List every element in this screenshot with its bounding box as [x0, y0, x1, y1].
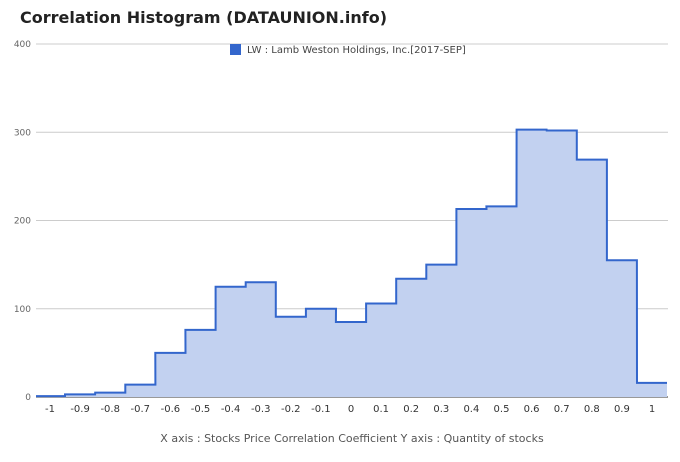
x-tick-label: 1 [649, 404, 655, 415]
x-tick-label: -0.5 [191, 404, 211, 415]
y-tick-label: 0 [25, 393, 31, 403]
x-tick-label: -0.2 [281, 404, 301, 415]
x-tick-label: 0.4 [463, 404, 479, 415]
x-tick-label: 0.9 [614, 404, 630, 415]
x-tick-label: -1 [45, 404, 55, 415]
x-tick-label: 0.6 [524, 404, 540, 415]
x-tick-label: -0.8 [100, 404, 120, 415]
y-tick-label: 200 [14, 217, 31, 227]
legend-swatch [230, 44, 241, 55]
x-tick-label: -0.3 [251, 404, 271, 415]
x-tick-label: -0.6 [161, 404, 181, 415]
x-tick-label: -0.9 [70, 404, 90, 415]
x-tick-label: 0.8 [584, 404, 600, 415]
y-axis-ticks: 0 100 200 300 400 [14, 40, 31, 403]
y-tick-label: 400 [14, 40, 31, 50]
x-tick-label: -0.7 [131, 404, 151, 415]
legend-label: LW : Lamb Weston Holdings, Inc.[2017-SEP… [247, 45, 466, 56]
x-tick-label: 0.2 [403, 404, 419, 415]
y-tick-label: 100 [14, 305, 31, 315]
legend: LW : Lamb Weston Holdings, Inc.[2017-SEP… [230, 44, 466, 56]
x-tick-label: 0 [348, 404, 354, 415]
histogram-area [36, 130, 667, 397]
axis-caption: X axis : Stocks Price Correlation Coeffi… [160, 432, 544, 445]
x-axis-ticks: -1 -0.9 -0.8 -0.7 -0.6 -0.5 -0.4 -0.3 -0.2 -0.1 0 0… [45, 404, 655, 415]
x-tick-label: 0.7 [554, 404, 570, 415]
x-tick-label: -0.1 [311, 404, 331, 415]
x-tick-label: -0.4 [221, 404, 241, 415]
x-tick-label: 0.1 [373, 404, 389, 415]
x-tick-label: 0.3 [433, 404, 449, 415]
x-tick-label: 0.5 [494, 404, 510, 415]
y-tick-label: 300 [14, 128, 31, 138]
